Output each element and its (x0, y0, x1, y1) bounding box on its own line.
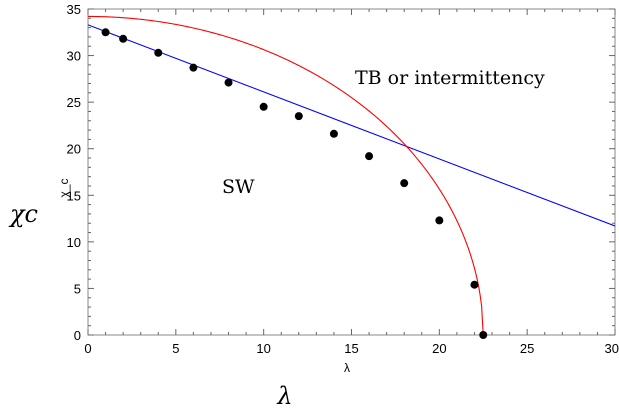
data-point (365, 152, 374, 161)
x-axis-label: λ (344, 361, 350, 375)
data-point (294, 112, 303, 121)
fit-line-blue (88, 24, 615, 227)
data-point (479, 331, 488, 339)
y-tick-label: 30 (67, 49, 81, 64)
y-tick-label: 15 (67, 188, 81, 203)
data-point (470, 280, 479, 289)
data-point (435, 216, 444, 225)
x-tick-label: 5 (172, 341, 179, 356)
y-tick-label: 25 (67, 95, 81, 110)
y-axis-label: χ_c (57, 179, 71, 198)
boundary-curve-red (88, 15, 484, 335)
x-tick-label: 0 (84, 341, 91, 356)
y-tick-label: 10 (67, 235, 81, 250)
region-label-upper: TB or intermittency (355, 67, 545, 89)
data-point (400, 179, 409, 188)
y-tick-label: 35 (67, 2, 81, 17)
data-point (154, 48, 163, 57)
data-point (329, 129, 338, 138)
tick-labels: 0 5 10 15 20 25 30 0 5 10 15 20 25 30 35 (67, 2, 619, 356)
x-axis-label-outer: λ (276, 382, 292, 410)
x-tick-label: 30 (605, 341, 619, 356)
region-label-lower: SW (222, 176, 255, 198)
data-point (224, 78, 233, 87)
x-tick-label: 25 (520, 341, 534, 356)
series-layer (88, 15, 615, 339)
y-axis-label-outer: χc (8, 200, 38, 228)
data-point (119, 34, 128, 43)
x-tick-label: 15 (344, 341, 358, 356)
plot-frame (87, 8, 616, 336)
x-tick-label: 10 (256, 341, 270, 356)
data-point (259, 102, 268, 111)
ticks (87, 8, 616, 336)
x-tick-label: 20 (432, 341, 446, 356)
y-tick-label: 0 (74, 328, 81, 343)
data-point (189, 63, 198, 72)
y-tick-label: 5 (74, 281, 81, 296)
data-point (101, 28, 110, 37)
y-tick-label: 20 (67, 142, 81, 157)
